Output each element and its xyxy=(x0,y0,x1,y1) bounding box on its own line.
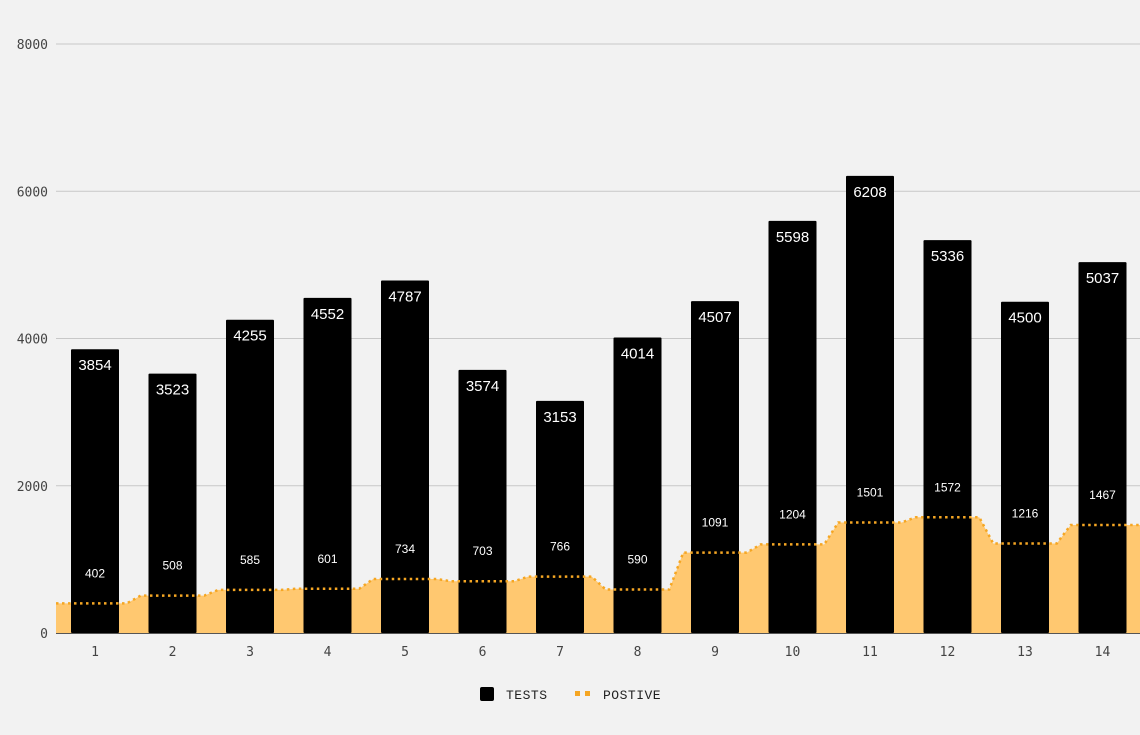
tests-bar-9 xyxy=(691,301,739,633)
x-tick-label-11: 11 xyxy=(862,645,878,660)
positive-value-label-6: 703 xyxy=(472,544,492,558)
legend-label-positive: POSTIVE xyxy=(603,688,661,703)
x-tick-label-7: 7 xyxy=(556,645,564,660)
y-tick-label-0: 0 xyxy=(40,627,48,642)
tests-value-label-5: 4787 xyxy=(388,289,421,306)
positive-value-label-9: 1091 xyxy=(702,516,729,530)
positive-line-layer xyxy=(56,516,1140,605)
x-tick-label-2: 2 xyxy=(169,645,177,660)
positive-value-label-11: 1501 xyxy=(857,485,884,499)
tests-value-label-1: 3854 xyxy=(78,357,111,374)
tests-bar-6 xyxy=(458,369,507,633)
legend: TESTS POSTIVE xyxy=(480,687,661,703)
positive-value-label-8: 590 xyxy=(627,553,647,567)
x-tick-label-12: 12 xyxy=(940,645,956,660)
x-tick-label-4: 4 xyxy=(324,645,332,660)
tests-value-label-6: 3574 xyxy=(466,378,499,395)
tests-bar-12 xyxy=(923,240,972,633)
tests-value-label-3: 4255 xyxy=(233,328,266,345)
positive-value-label-12: 1572 xyxy=(934,480,961,494)
tests-bar-2 xyxy=(148,373,197,633)
legend-swatch-positive-dot-2 xyxy=(585,691,590,696)
x-tick-label-13: 13 xyxy=(1017,645,1033,660)
data-label-layer: 3854 3523 4255 4552 4787 3574 3153 4014 4507 5598… xyxy=(78,184,1119,580)
x-tick-label-8: 8 xyxy=(634,645,642,660)
positive-value-label-13: 1216 xyxy=(1012,506,1039,520)
y-tick-label-8000: 8000 xyxy=(17,38,48,53)
x-tick-label-1: 1 xyxy=(91,645,99,660)
tests-value-label-12: 5336 xyxy=(931,248,964,265)
tests-value-label-13: 4500 xyxy=(1008,310,1041,327)
y-tick-label-4000: 4000 xyxy=(17,333,48,348)
tests-value-label-10: 5598 xyxy=(776,229,809,246)
positive-line xyxy=(56,516,1140,605)
tests-bar-10 xyxy=(768,220,817,634)
tests-bar-14 xyxy=(1078,262,1127,633)
legend-swatch-tests xyxy=(480,687,494,701)
tests-value-label-8: 4014 xyxy=(621,345,654,362)
tests-bar-13 xyxy=(1001,301,1049,633)
tests-value-label-11: 6208 xyxy=(853,184,886,201)
tests-bar-4 xyxy=(303,297,352,633)
tests-value-label-2: 3523 xyxy=(156,382,189,399)
positive-value-label-10: 1204 xyxy=(779,507,806,521)
positive-area xyxy=(56,517,1140,633)
x-tick-label-3: 3 xyxy=(246,645,254,660)
positive-value-label-4: 601 xyxy=(317,552,337,566)
tests-bar-1 xyxy=(71,349,119,633)
tests-value-label-4: 4552 xyxy=(311,306,344,323)
tests-bar-layer xyxy=(71,175,1127,634)
positive-value-label-3: 585 xyxy=(240,553,260,567)
tests-value-label-7: 3153 xyxy=(543,409,576,426)
legend-swatch-positive-dot-1 xyxy=(575,691,580,696)
positive-value-label-5: 734 xyxy=(395,542,415,556)
y-tick-label-2000: 2000 xyxy=(17,480,48,495)
legend-label-tests: TESTS xyxy=(506,688,548,703)
tests-bar-11 xyxy=(846,175,894,633)
x-tick-label-5: 5 xyxy=(401,645,409,660)
tests-value-label-9: 4507 xyxy=(698,309,731,326)
x-tick-label-9: 9 xyxy=(711,645,719,660)
tests-bar-5 xyxy=(381,280,429,633)
gridlines xyxy=(56,43,1140,487)
x-tick-label-10: 10 xyxy=(785,645,801,660)
tests-bar-8 xyxy=(613,337,662,633)
tests-bar-7 xyxy=(536,400,584,633)
tests-bar-3 xyxy=(226,319,274,633)
positive-value-label-7: 766 xyxy=(550,540,570,554)
x-tick-label-14: 14 xyxy=(1095,645,1111,660)
x-tick-label-6: 6 xyxy=(479,645,487,660)
positive-value-label-14: 1467 xyxy=(1089,488,1116,502)
positive-value-label-1: 402 xyxy=(85,566,105,580)
tests-value-label-14: 5037 xyxy=(1086,270,1119,287)
positive-area-layer xyxy=(56,517,1140,633)
y-tick-label-6000: 6000 xyxy=(17,185,48,200)
positive-value-label-2: 508 xyxy=(162,559,182,573)
